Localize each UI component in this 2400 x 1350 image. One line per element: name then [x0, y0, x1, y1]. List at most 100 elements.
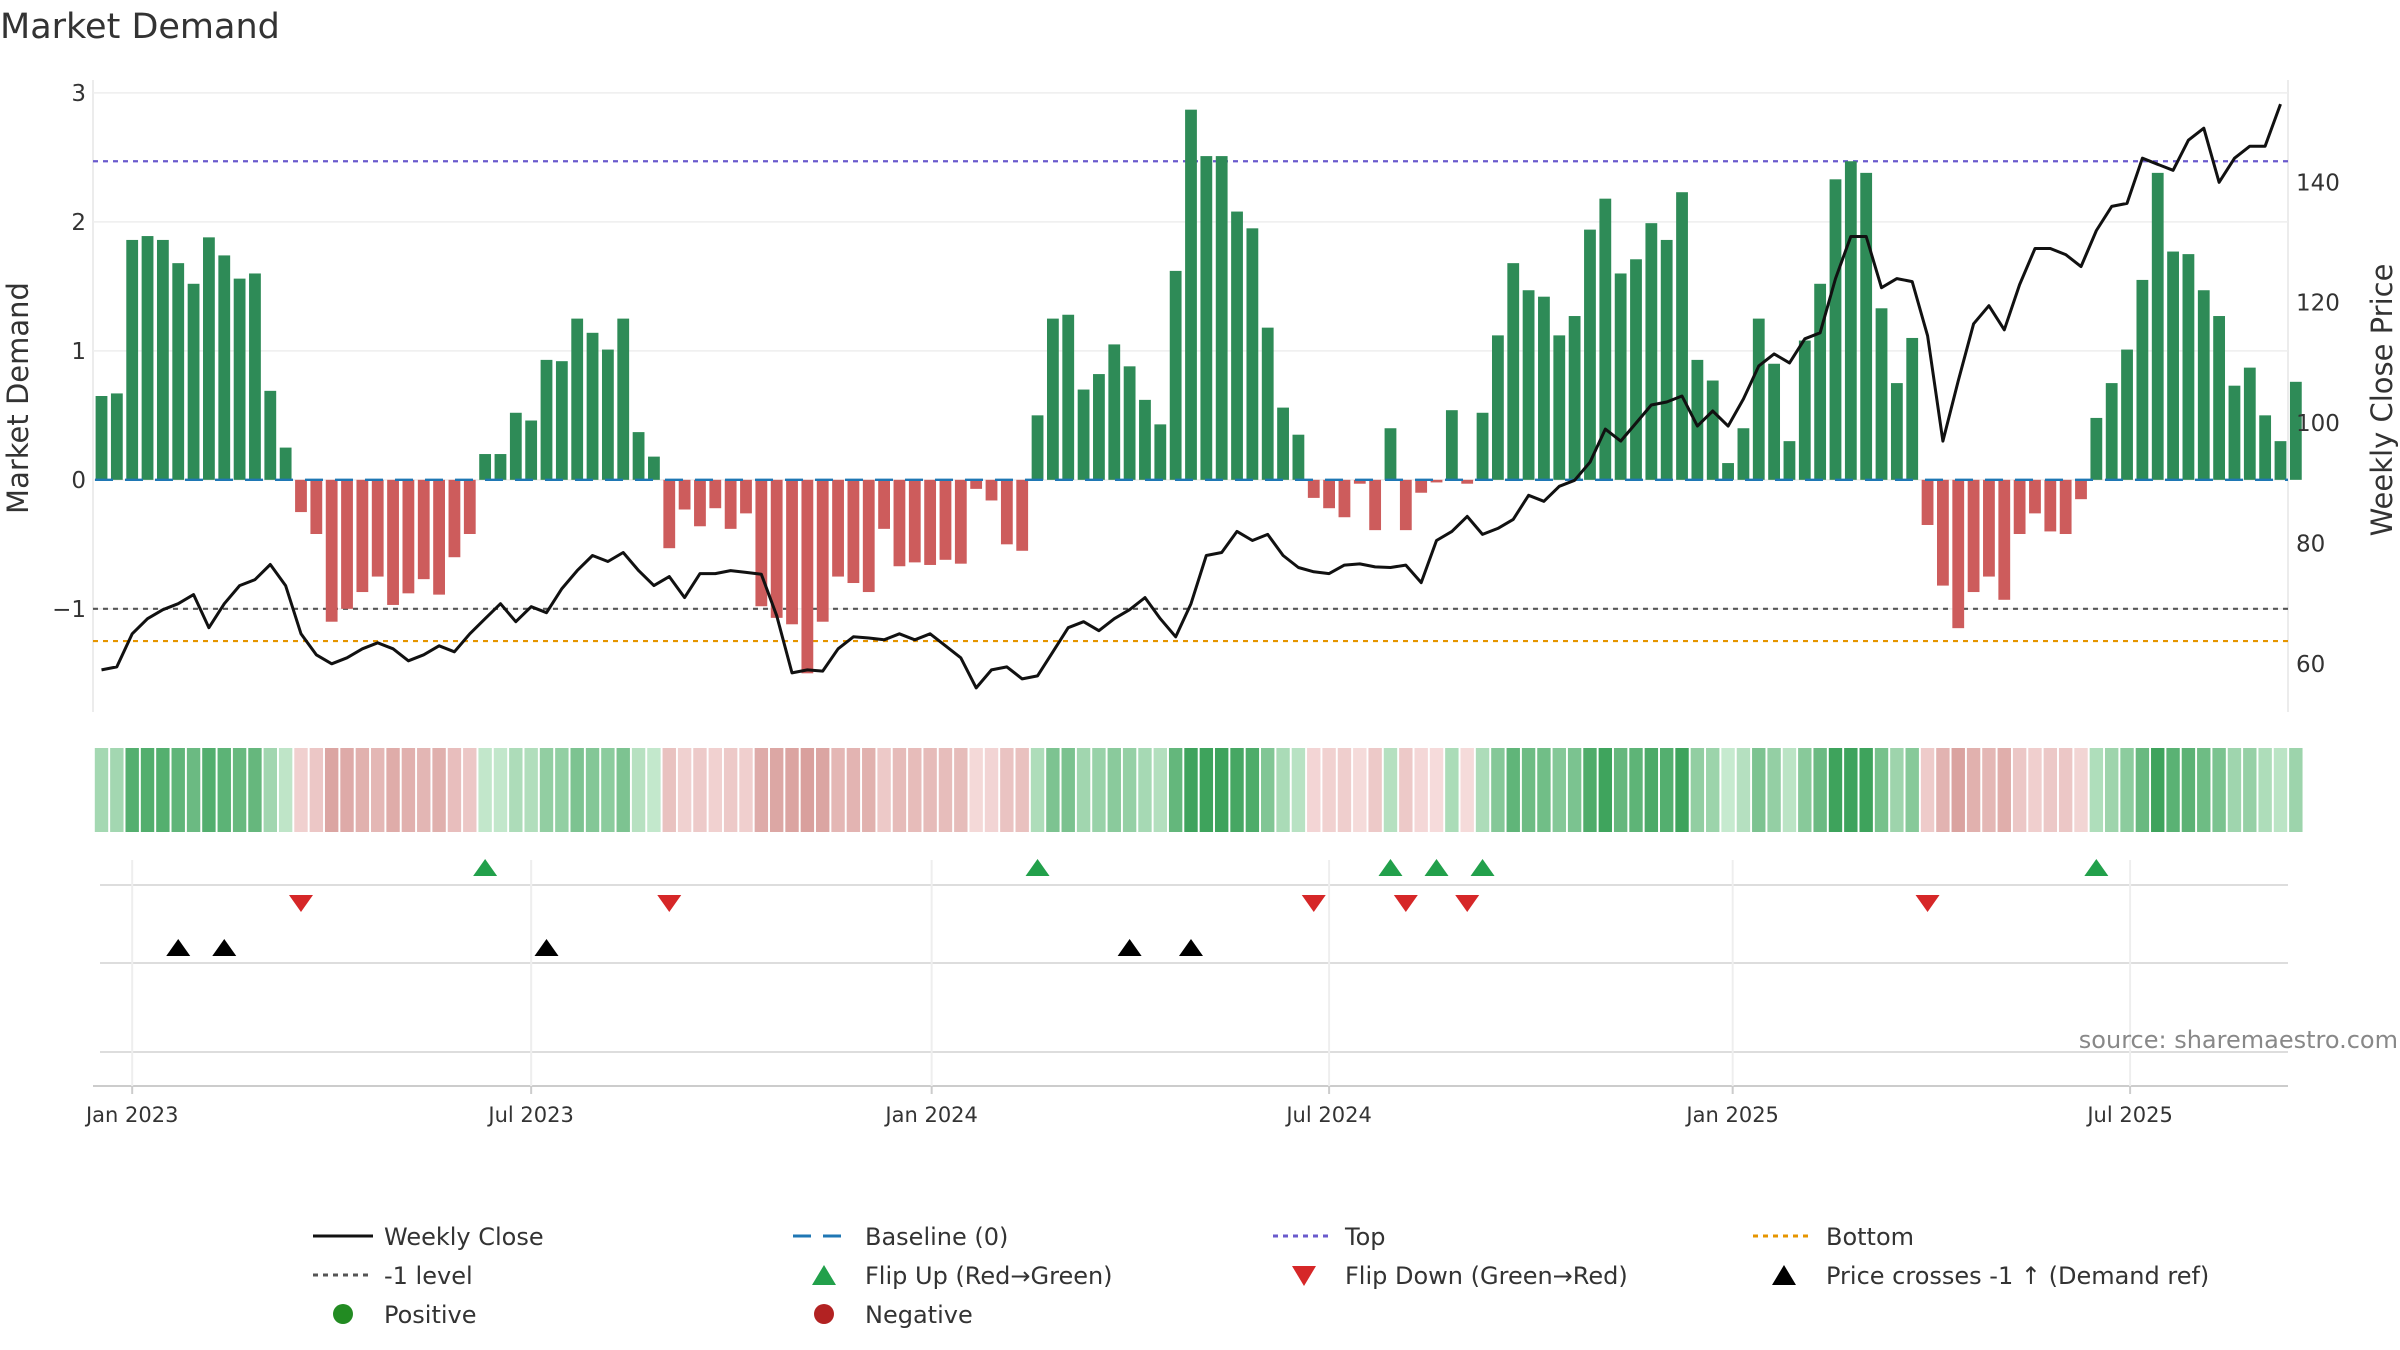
heat-strip-cell	[831, 748, 845, 832]
demand-bar	[908, 479, 921, 563]
heat-strip-cell	[1445, 748, 1459, 832]
demand-bar	[2029, 479, 2041, 514]
demand-bar	[648, 456, 660, 480]
demand-bar	[1875, 308, 1888, 480]
heat-strip-cell	[1460, 748, 1474, 832]
heat-strip-cell	[769, 748, 784, 832]
price-cross-marker	[212, 939, 237, 956]
heat-strip-cell	[371, 748, 385, 832]
demand-bar	[402, 479, 415, 594]
demand-bar	[2243, 367, 2256, 480]
heat-strip-cell	[1337, 748, 1352, 832]
heat-strip-cell	[309, 748, 324, 832]
heat-strip-cell	[1613, 748, 1628, 832]
price-cross-marker	[534, 939, 559, 956]
right-axis-label: Weekly Close Price	[2365, 264, 2399, 537]
heat-strip-cell	[1782, 748, 1797, 832]
heat-strip-cell	[2227, 748, 2242, 832]
demand-bar	[1783, 441, 1796, 480]
demand-bar	[755, 479, 768, 607]
demand-bar	[1538, 296, 1550, 480]
heat-strip-cell	[1537, 748, 1551, 832]
heat-strip-cell	[1184, 748, 1198, 832]
left-axis-label: Market Demand	[1, 282, 35, 514]
heat-strip-cell	[938, 748, 953, 832]
legend-negative-icon	[814, 1304, 834, 1324]
demand-bar	[1093, 374, 1105, 480]
demand-bar	[141, 236, 154, 480]
demand-bar	[939, 479, 952, 560]
x-tick-label: Jan 2023	[84, 1103, 179, 1127]
heat-strip-cell	[984, 748, 999, 832]
legend-flip-down-label: Flip Down (Green→Red)	[1345, 1262, 1628, 1290]
heat-strip-cell	[2074, 748, 2088, 832]
demand-bar	[1369, 479, 1382, 531]
heat-strip-cell	[677, 748, 692, 832]
heat-strip-cell	[754, 748, 769, 832]
demand-bar	[1139, 399, 1151, 480]
legend-bottom: Bottom	[1753, 1223, 1914, 1251]
demand-bar	[203, 237, 215, 480]
heat-strip-cell	[2197, 748, 2211, 832]
demand-bar	[2013, 479, 2026, 535]
legend-baseline: Baseline (0)	[793, 1223, 1008, 1251]
legend-weekly-close: Weekly Close	[313, 1223, 544, 1251]
right-tick-label: 60	[2296, 652, 2325, 678]
legend-cross: Price crosses -1 ↑ (Demand ref)	[1772, 1262, 2209, 1290]
event-markers	[166, 859, 2109, 956]
demand-bar	[1062, 314, 1075, 480]
heat-strip-cell	[1936, 748, 1950, 832]
heat-strip-cell	[294, 748, 308, 832]
heat-strip-cell	[1997, 748, 2011, 832]
legend-bottom-label: Bottom	[1826, 1223, 1914, 1251]
demand-bar	[1752, 318, 1765, 480]
demand-bar	[295, 479, 307, 513]
demand-bar	[1185, 109, 1197, 480]
demand-bar	[1476, 412, 1489, 480]
heat-strip-cell	[601, 748, 615, 832]
demand-bar	[1967, 479, 1980, 593]
demand-bars	[95, 109, 2302, 674]
heat-strip-cell	[1322, 748, 1336, 832]
demand-bar	[249, 273, 261, 480]
demand-bar	[1798, 340, 1811, 480]
demand-bar	[1123, 366, 1136, 480]
heat-strip-cell	[2258, 748, 2272, 832]
demand-bar	[801, 479, 814, 674]
demand-bar	[924, 479, 937, 565]
demand-bar	[463, 479, 476, 535]
heat-strip-cell	[110, 748, 124, 832]
heat-strip-cell	[1721, 748, 1735, 832]
demand-bar	[632, 432, 645, 480]
heat-strip-cell	[493, 748, 508, 832]
demand-bar	[2136, 279, 2149, 480]
legend-positive: Positive	[333, 1301, 477, 1329]
legend-top: Top	[1273, 1223, 1386, 1251]
demand-bar	[2259, 415, 2272, 480]
legend: Weekly Close Baseline (0) Top Bottom -1 …	[313, 1223, 2209, 1329]
demand-bar	[1415, 479, 1428, 493]
heat-strip-cell	[1844, 748, 1858, 832]
heat-strip-cell	[232, 748, 247, 832]
demand-bar	[1292, 434, 1305, 480]
demand-bar	[1568, 316, 1581, 480]
flip-up-marker	[1378, 859, 1403, 876]
price-cross-marker	[166, 939, 191, 956]
heat-strip-cell	[785, 748, 799, 832]
demand-bar	[1691, 359, 1704, 480]
heat-strip-cell	[324, 748, 339, 832]
heat-strip-cell	[1261, 748, 1275, 832]
demand-bar	[218, 255, 231, 480]
heat-strip-cell	[355, 748, 370, 832]
demand-bar	[509, 412, 522, 480]
right-tick-label: 120	[2296, 291, 2340, 317]
heat-strip-cell	[1429, 748, 1444, 832]
legend-cross-icon	[1772, 1265, 1796, 1285]
left-tick-label: 0	[71, 468, 86, 494]
demand-bar	[126, 239, 139, 480]
demand-bar	[494, 454, 507, 480]
legend-negative-label: Negative	[865, 1301, 973, 1329]
heat-strip-cell	[892, 748, 907, 832]
demand-bar	[601, 349, 614, 480]
heat-strip-cell	[954, 748, 968, 832]
